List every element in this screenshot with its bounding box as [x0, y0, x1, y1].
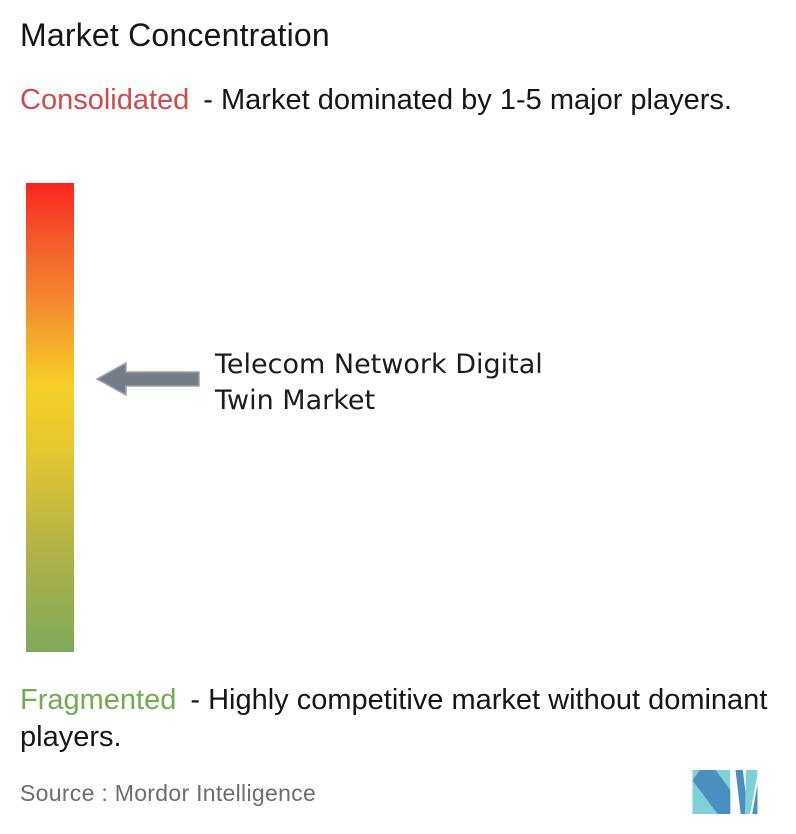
source-attribution: Source : Mordor Intelligence: [20, 780, 317, 806]
consolidated-term: Consolidated: [20, 84, 190, 116]
consolidated-description: Consolidated - Market dominated by 1-5 ma…: [20, 82, 768, 119]
pointer-arrow-icon: [95, 361, 200, 397]
market-label: Telecom Network Digital Twin Market: [215, 349, 543, 416]
page-title: Market Concentration: [20, 17, 330, 53]
logo-middle-bar: [735, 770, 749, 814]
mordor-intelligence-logo-icon: [692, 770, 758, 814]
fragmented-term: Fragmented: [20, 684, 177, 716]
consolidated-text: - Market dominated by 1-5 major players.: [203, 84, 732, 116]
logo-right-band: [744, 770, 758, 814]
arrow-shape: [95, 361, 200, 397]
fragmented-text: - Highly competitive market without domi…: [20, 684, 768, 753]
fragmented-description: Fragmented - Highly competitive market wi…: [20, 682, 792, 756]
concentration-bar: [26, 183, 74, 652]
logo-left-diagonal: [692, 770, 731, 814]
